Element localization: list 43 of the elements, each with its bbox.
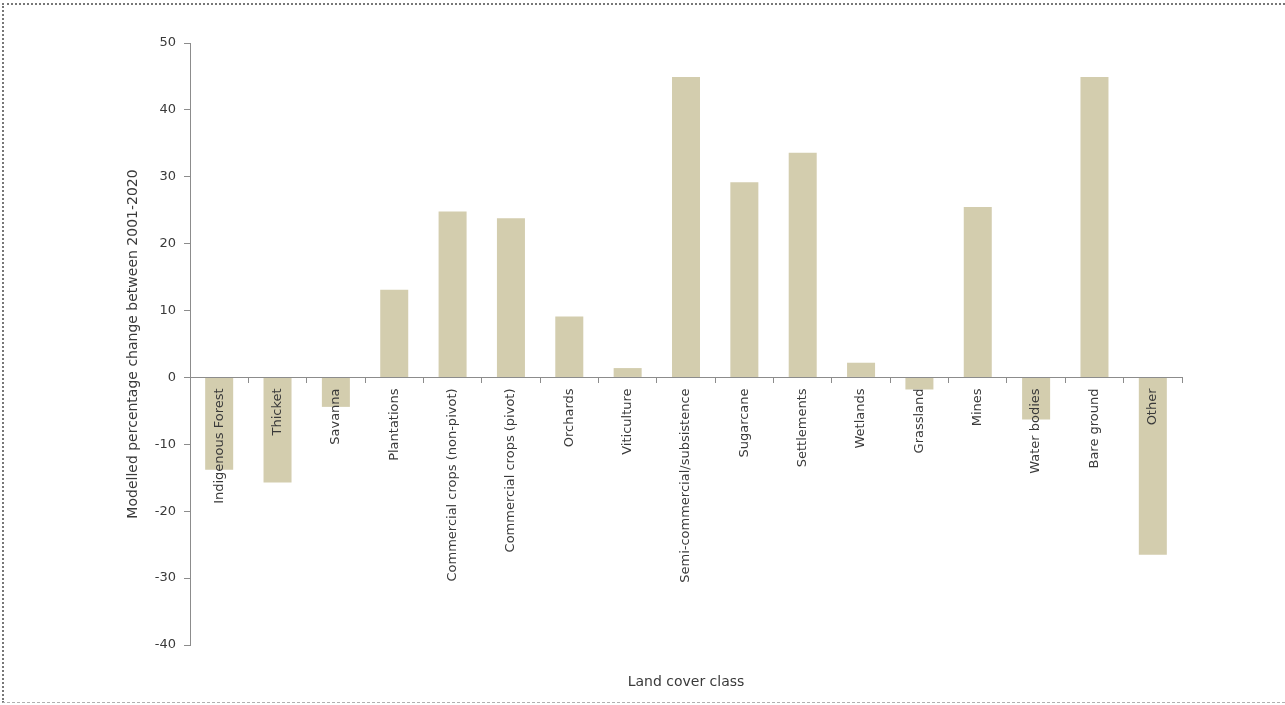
y-tick-label: 0	[167, 368, 176, 384]
bar	[496, 218, 525, 377]
x-tick-label: Indigenous Forest	[210, 388, 226, 504]
x-axis-title: Land cover class	[627, 672, 745, 689]
bar	[905, 377, 934, 390]
y-tick-label: 10	[159, 301, 176, 317]
bar	[613, 368, 642, 377]
y-tick-label: 40	[159, 101, 176, 117]
x-tick-label: Plantations	[385, 388, 401, 461]
y-axis-title: Modelled percentage change between 2001-2020	[124, 169, 141, 519]
bar	[263, 377, 292, 483]
bar	[380, 289, 409, 377]
y-tick-label: -10	[154, 435, 176, 451]
bar	[963, 206, 992, 377]
x-tick-label: Semi-commercial/subsistence	[677, 388, 693, 583]
x-tick-label: Wetlands	[852, 388, 868, 449]
bar	[1080, 77, 1109, 377]
x-tick-label: Other	[1144, 387, 1160, 426]
bar	[847, 362, 876, 377]
bar	[672, 77, 701, 377]
y-tick-label: 30	[159, 168, 176, 184]
x-tick-label: Commercial crops (non-pivot)	[443, 388, 459, 582]
x-tick-label: Mines	[969, 388, 985, 427]
x-tick-label: Settlements	[794, 388, 810, 468]
y-tick-label: 50	[159, 34, 176, 50]
bar	[438, 211, 467, 377]
x-tick-label: Orchards	[560, 388, 576, 448]
y-tick-label: 20	[159, 235, 176, 251]
bar	[730, 182, 759, 377]
y-tick-label: -40	[154, 636, 176, 652]
bar	[555, 316, 584, 377]
y-tick-label: -20	[154, 502, 176, 518]
bar	[1138, 377, 1167, 555]
y-tick-label: -30	[154, 569, 176, 585]
x-tick-label: Sugarcane	[735, 388, 751, 458]
x-tick-label: Savanna	[327, 388, 343, 445]
x-tick-label: Bare ground	[1085, 388, 1101, 469]
bar	[788, 152, 817, 377]
x-tick-label: Viticulture	[619, 388, 635, 455]
x-tick-label: Grassland	[910, 388, 926, 454]
x-tick-label: Water bodies	[1027, 388, 1043, 474]
x-tick-label: Thicket	[268, 388, 284, 437]
x-tick-label: Commercial crops (pivot)	[502, 388, 518, 553]
